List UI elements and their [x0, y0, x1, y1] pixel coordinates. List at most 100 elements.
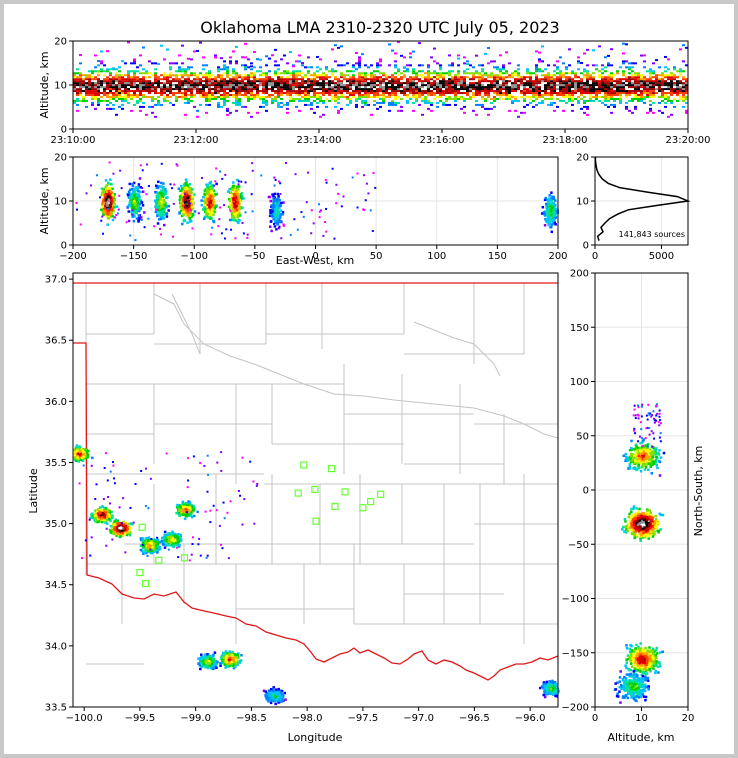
east-west-source — [240, 206, 244, 209]
time-height-source — [490, 101, 493, 104]
time-height-source — [76, 84, 79, 87]
time-height-source — [223, 99, 226, 102]
time-height-source — [631, 78, 634, 81]
time-height-source — [421, 113, 424, 116]
time-height-source — [454, 82, 457, 85]
time-height-source — [493, 105, 496, 108]
time-height-source — [538, 96, 541, 98]
time-height-source — [310, 80, 313, 83]
time-height-source — [403, 70, 406, 73]
time-height-source — [193, 74, 196, 77]
time-height-source — [571, 109, 574, 112]
time-height-source — [493, 92, 496, 95]
time-height-source — [217, 82, 220, 85]
time-height-source — [196, 84, 199, 87]
time-height-source — [556, 97, 559, 100]
east-west-source — [552, 202, 556, 205]
time-height-source — [298, 70, 301, 73]
east-west-source — [191, 208, 194, 211]
time-height-source — [649, 96, 652, 98]
time-height-source — [244, 82, 247, 85]
time-height-source — [382, 96, 385, 98]
east-west-source — [272, 222, 275, 225]
time-height-source — [601, 84, 604, 87]
time-height-source — [592, 86, 595, 89]
time-height-source — [505, 96, 508, 98]
east-west-source — [135, 208, 139, 212]
time-height-source — [169, 88, 172, 91]
time-height-source — [514, 88, 517, 91]
time-height-source — [538, 84, 541, 87]
time-height-source — [409, 90, 412, 93]
east-west-source — [191, 197, 194, 201]
east-west-source — [106, 204, 109, 207]
time-height-source — [88, 76, 91, 79]
time-height-source — [439, 72, 442, 75]
time-height-source — [475, 86, 478, 89]
time-height-source — [175, 96, 178, 98]
time-height-source — [328, 92, 331, 95]
time-height-source — [490, 80, 493, 83]
time-height-source — [487, 74, 490, 77]
east-west-source — [181, 202, 185, 205]
time-height-source — [244, 94, 247, 97]
east-west-source — [105, 190, 108, 194]
time-height-source — [559, 84, 562, 87]
time-height-source — [676, 99, 679, 102]
time-height-source — [145, 76, 148, 79]
time-height-source — [454, 76, 457, 79]
time-height-source — [553, 109, 556, 112]
time-height-source — [607, 64, 610, 67]
time-height-source — [631, 84, 634, 87]
time-height-source — [313, 94, 316, 97]
east-west-source — [154, 184, 158, 188]
east-west-source — [166, 196, 169, 199]
time-height-source — [226, 86, 229, 89]
time-height-source — [205, 64, 208, 67]
time-height-source — [352, 70, 355, 73]
time-height-source — [595, 94, 598, 97]
time-height-source — [202, 76, 205, 79]
east-west-source — [131, 192, 134, 196]
time-height-source — [508, 94, 511, 97]
time-height-source — [517, 72, 520, 75]
time-height-source — [205, 103, 208, 106]
time-height-source — [310, 96, 313, 98]
time-height-source — [562, 80, 565, 83]
time-height-source — [316, 96, 319, 98]
time-height-source — [445, 84, 448, 87]
time-height-source — [487, 90, 490, 93]
time-height-source — [283, 84, 286, 87]
time-height-source — [532, 105, 535, 108]
time-height-source — [418, 103, 421, 106]
time-height-source — [556, 86, 559, 89]
time-height-source — [127, 82, 130, 85]
time-height-source — [133, 96, 136, 98]
east-west-source — [110, 197, 114, 200]
time-height-source — [265, 88, 268, 91]
time-height-source — [610, 48, 613, 51]
time-height-source — [580, 88, 583, 91]
time-height-source — [646, 94, 649, 97]
time-height-source — [184, 70, 187, 73]
time-height-source — [622, 86, 625, 89]
east-west-source — [107, 214, 110, 218]
time-height-source — [115, 96, 118, 98]
time-height-source — [265, 96, 268, 98]
time-height-source — [445, 96, 448, 98]
time-height-source — [670, 78, 673, 81]
time-height-source — [379, 78, 382, 81]
time-height-source — [331, 96, 334, 98]
time-height-source — [337, 64, 340, 67]
time-height-source — [664, 94, 667, 97]
time-height-source — [358, 97, 361, 100]
time-height-source — [79, 84, 82, 87]
time-height-source — [664, 101, 667, 104]
time-height-source — [253, 96, 256, 98]
east-west-source — [187, 215, 191, 219]
time-height-source — [397, 78, 400, 81]
time-height-source — [115, 113, 118, 116]
time-height-source — [250, 88, 253, 91]
time-height-source — [526, 72, 529, 75]
time-height-source — [112, 88, 115, 91]
